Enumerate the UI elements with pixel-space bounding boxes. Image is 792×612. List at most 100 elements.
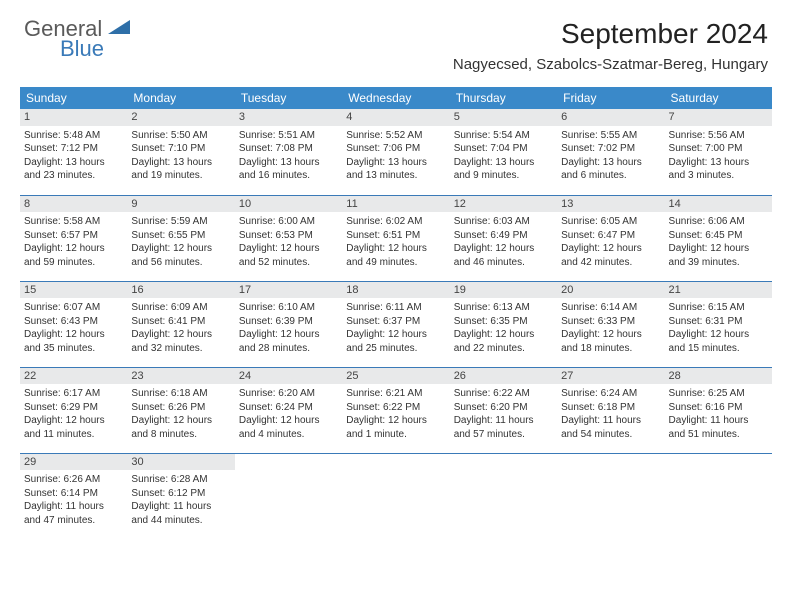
daylight-text: and 3 minutes. [669,169,768,183]
daylight-text: Daylight: 12 hours [131,328,230,342]
day-number: 24 [235,368,342,385]
sunrise-text: Sunrise: 5:48 AM [24,129,123,143]
calendar-row: 22Sunrise: 6:17 AMSunset: 6:29 PMDayligh… [20,367,772,453]
logo: General Blue [24,18,130,60]
calendar-cell: 25Sunrise: 6:21 AMSunset: 6:22 PMDayligh… [342,367,449,453]
calendar-cell [235,453,342,539]
sunset-text: Sunset: 6:43 PM [24,315,123,329]
sunrise-text: Sunrise: 5:58 AM [24,215,123,229]
day-number: 27 [557,368,664,385]
calendar-cell: 4Sunrise: 5:52 AMSunset: 7:06 PMDaylight… [342,109,449,195]
sunset-text: Sunset: 6:18 PM [561,401,660,415]
sunset-text: Sunset: 6:22 PM [346,401,445,415]
calendar-cell: 24Sunrise: 6:20 AMSunset: 6:24 PMDayligh… [235,367,342,453]
day-number: 4 [342,109,449,126]
calendar-cell: 3Sunrise: 5:51 AMSunset: 7:08 PMDaylight… [235,109,342,195]
calendar-cell: 12Sunrise: 6:03 AMSunset: 6:49 PMDayligh… [450,195,557,281]
sunrise-text: Sunrise: 6:02 AM [346,215,445,229]
calendar-cell [557,453,664,539]
daylight-text: Daylight: 12 hours [24,242,123,256]
daylight-text: and 54 minutes. [561,428,660,442]
sunset-text: Sunset: 6:41 PM [131,315,230,329]
day-number: 14 [665,196,772,213]
sunset-text: Sunset: 6:26 PM [131,401,230,415]
sunset-text: Sunset: 6:51 PM [346,229,445,243]
calendar-cell: 22Sunrise: 6:17 AMSunset: 6:29 PMDayligh… [20,367,127,453]
daylight-text: Daylight: 11 hours [24,500,123,514]
day-number: 30 [127,454,234,471]
daylight-text: and 23 minutes. [24,169,123,183]
day-number: 5 [450,109,557,126]
daylight-text: and 52 minutes. [239,256,338,270]
calendar-row: 8Sunrise: 5:58 AMSunset: 6:57 PMDaylight… [20,195,772,281]
sunrise-text: Sunrise: 6:10 AM [239,301,338,315]
sunrise-text: Sunrise: 6:22 AM [454,387,553,401]
calendar-cell: 6Sunrise: 5:55 AMSunset: 7:02 PMDaylight… [557,109,664,195]
day-number: 21 [665,282,772,299]
day-number: 1 [20,109,127,126]
header: General Blue September 2024 Nagyecsed, S… [0,0,792,81]
daylight-text: Daylight: 12 hours [24,414,123,428]
daylight-text: and 59 minutes. [24,256,123,270]
day-number: 9 [127,196,234,213]
daylight-text: Daylight: 12 hours [131,414,230,428]
daylight-text: Daylight: 11 hours [669,414,768,428]
day-number: 11 [342,196,449,213]
day-number: 18 [342,282,449,299]
calendar-cell: 14Sunrise: 6:06 AMSunset: 6:45 PMDayligh… [665,195,772,281]
daylight-text: Daylight: 13 hours [239,156,338,170]
daylight-text: and 16 minutes. [239,169,338,183]
day-number: 10 [235,196,342,213]
day-number: 8 [20,196,127,213]
daylight-text: Daylight: 12 hours [346,328,445,342]
sunrise-text: Sunrise: 5:51 AM [239,129,338,143]
sunrise-text: Sunrise: 5:56 AM [669,129,768,143]
daylight-text: Daylight: 13 hours [346,156,445,170]
calendar-cell: 15Sunrise: 6:07 AMSunset: 6:43 PMDayligh… [20,281,127,367]
sunrise-text: Sunrise: 6:13 AM [454,301,553,315]
daylight-text: Daylight: 12 hours [346,242,445,256]
sunrise-text: Sunrise: 6:20 AM [239,387,338,401]
sunrise-text: Sunrise: 5:54 AM [454,129,553,143]
daylight-text: and 22 minutes. [454,342,553,356]
sunrise-text: Sunrise: 6:14 AM [561,301,660,315]
day-number: 2 [127,109,234,126]
daylight-text: and 32 minutes. [131,342,230,356]
sunrise-text: Sunrise: 6:11 AM [346,301,445,315]
sunset-text: Sunset: 7:02 PM [561,142,660,156]
sunrise-text: Sunrise: 6:05 AM [561,215,660,229]
calendar-cell: 26Sunrise: 6:22 AMSunset: 6:20 PMDayligh… [450,367,557,453]
calendar-cell: 23Sunrise: 6:18 AMSunset: 6:26 PMDayligh… [127,367,234,453]
sunset-text: Sunset: 6:35 PM [454,315,553,329]
daylight-text: and 39 minutes. [669,256,768,270]
sunrise-text: Sunrise: 6:09 AM [131,301,230,315]
sunset-text: Sunset: 6:49 PM [454,229,553,243]
day-number: 17 [235,282,342,299]
daylight-text: and 13 minutes. [346,169,445,183]
calendar-cell: 30Sunrise: 6:28 AMSunset: 6:12 PMDayligh… [127,453,234,539]
sunrise-text: Sunrise: 6:21 AM [346,387,445,401]
daylight-text: Daylight: 13 hours [669,156,768,170]
daylight-text: and 35 minutes. [24,342,123,356]
sunset-text: Sunset: 7:04 PM [454,142,553,156]
sunset-text: Sunset: 7:08 PM [239,142,338,156]
sunset-text: Sunset: 6:39 PM [239,315,338,329]
calendar-cell [665,453,772,539]
calendar-body: 1Sunrise: 5:48 AMSunset: 7:12 PMDaylight… [20,109,772,539]
calendar-row: 1Sunrise: 5:48 AMSunset: 7:12 PMDaylight… [20,109,772,195]
sunset-text: Sunset: 6:29 PM [24,401,123,415]
weekday-thursday: Thursday [450,87,557,109]
sunset-text: Sunset: 6:24 PM [239,401,338,415]
day-number: 25 [342,368,449,385]
calendar-cell: 16Sunrise: 6:09 AMSunset: 6:41 PMDayligh… [127,281,234,367]
page-title: September 2024 [453,18,768,50]
weekday-sunday: Sunday [20,87,127,109]
calendar-row: 29Sunrise: 6:26 AMSunset: 6:14 PMDayligh… [20,453,772,539]
daylight-text: Daylight: 13 hours [454,156,553,170]
calendar-cell: 7Sunrise: 5:56 AMSunset: 7:00 PMDaylight… [665,109,772,195]
day-number: 6 [557,109,664,126]
daylight-text: and 15 minutes. [669,342,768,356]
calendar-cell: 11 Sunrise: 6:02 AMSunset: 6:51 PMDayligh… [342,195,449,281]
daylight-text: Daylight: 11 hours [454,414,553,428]
daylight-text: Daylight: 13 hours [561,156,660,170]
